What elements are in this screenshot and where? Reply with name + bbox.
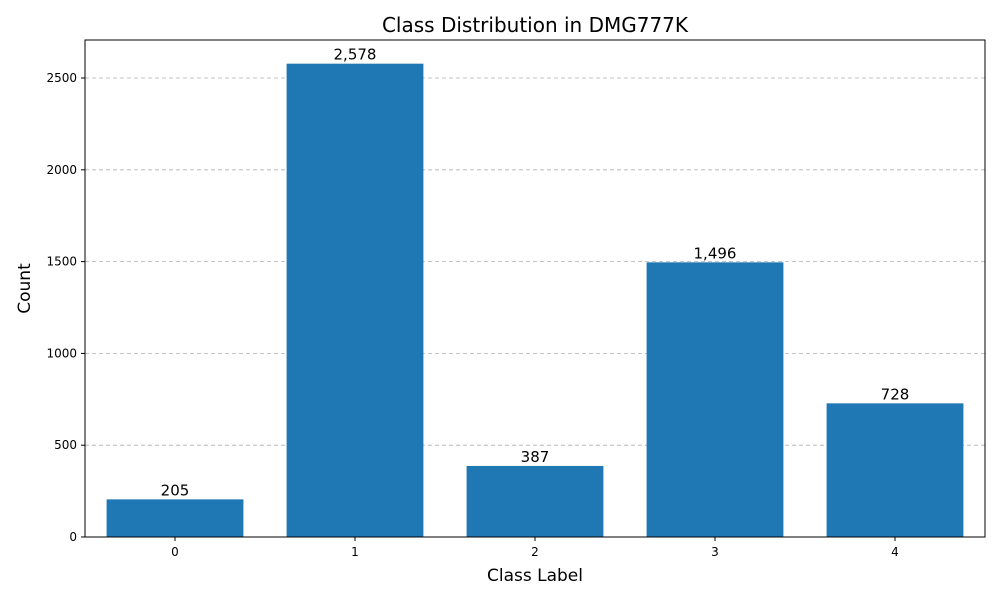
y-tick-label: 0 [69,530,77,544]
y-tick-label: 1500 [46,255,77,269]
bars [106,63,964,538]
x-axis-label: Class Label [487,566,583,586]
x-tick-label: 3 [711,545,719,559]
data-label: 728 [881,385,910,403]
bar [646,262,784,537]
bar [466,465,604,537]
x-tick-label: 4 [891,545,899,559]
data-label: 387 [521,448,550,466]
data-labels: 205 2,578 387 1,496 728 [161,46,910,500]
data-label: 2,578 [334,46,377,64]
grid-lines [85,77,985,446]
bar [286,63,424,538]
y-tick-label: 2000 [46,163,77,177]
data-label: 1,496 [694,244,737,262]
x-ticks: 0 1 2 3 4 [171,537,899,559]
y-ticks: 0 500 1000 1500 2000 2500 [46,71,85,544]
y-tick-label: 500 [54,438,77,452]
data-label: 205 [161,481,190,499]
bar [106,499,244,537]
chart-title: Class Distribution in DMG777K [382,13,689,37]
y-axis-label: Count [15,263,35,314]
x-tick-label: 1 [351,545,359,559]
x-tick-label: 2 [531,545,539,559]
bar [826,403,964,537]
y-tick-label: 2500 [46,71,77,85]
x-tick-label: 0 [171,545,179,559]
y-tick-label: 1000 [46,346,77,360]
